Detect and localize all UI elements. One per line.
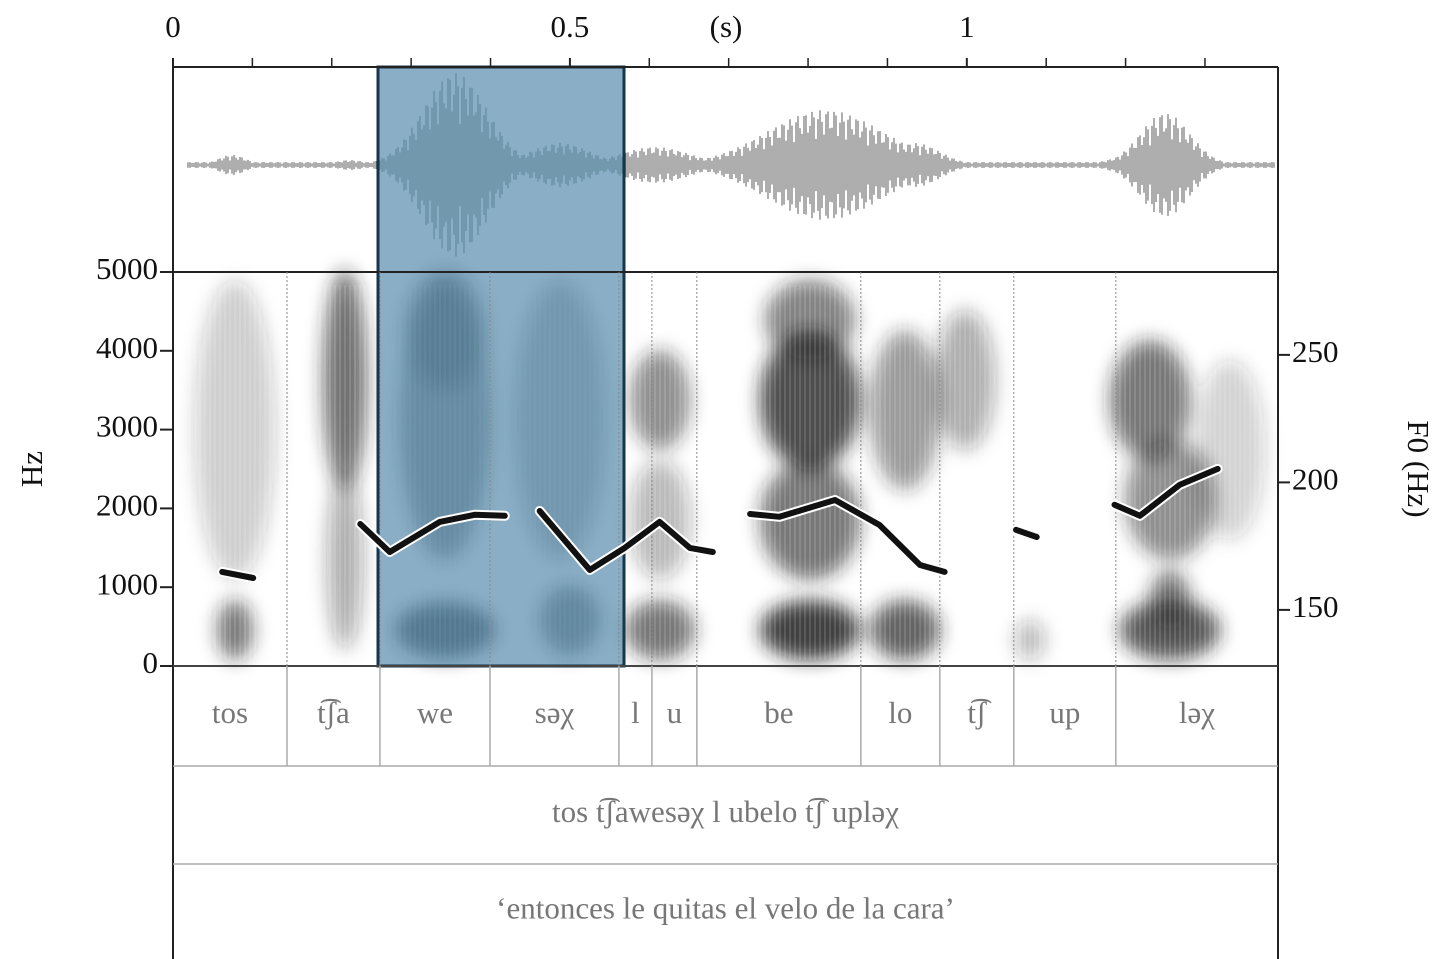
tier-label: t͡ʃ <box>967 695 991 730</box>
y-tick-label: 1000 <box>96 566 158 601</box>
spectrogram-energy <box>327 470 363 650</box>
spectrogram-energy <box>870 330 940 490</box>
spectrogram-energy <box>760 330 860 470</box>
x-tick-label: 0.5 <box>551 9 590 44</box>
spectrogram-energy <box>760 600 860 660</box>
spectrogram-energy <box>1150 570 1190 630</box>
spectrogram-energy <box>1110 340 1190 460</box>
y-tick-label: 5000 <box>96 251 158 286</box>
y2-axis-label: F0 (Hz) <box>1401 420 1436 517</box>
spectrogram-energy <box>760 460 860 580</box>
y-tick-label: 0 <box>143 645 159 680</box>
spectrogram-energy <box>1125 440 1215 560</box>
y-tick-label: 3000 <box>96 409 158 444</box>
y-tick-label: 4000 <box>96 330 158 365</box>
tier-label: səχ <box>535 695 575 730</box>
tier-label: tos <box>212 695 248 730</box>
spectrogram-energy <box>630 350 690 450</box>
f0-contour <box>219 465 1221 581</box>
spectrogram-energy <box>1195 360 1265 540</box>
spectrogram-energy <box>217 600 253 660</box>
spectrogram-energy <box>1015 620 1045 660</box>
spectrogram-energy <box>870 600 940 660</box>
x-tick-label: 1 <box>959 9 975 44</box>
spectrogram-energy <box>323 270 367 490</box>
y-axis-label: Hz <box>14 451 49 487</box>
tier-label: up <box>1049 695 1080 730</box>
waveform-trace <box>187 73 1275 257</box>
tier-label: tos t͡ʃawesəχ l ubelo t͡ʃ upləχ <box>552 794 899 829</box>
tier-label: t͡ʃa <box>317 695 350 730</box>
selection-highlight <box>376 65 626 668</box>
spectrogram <box>189 270 1271 660</box>
spectrogram-energy <box>625 600 695 660</box>
tier-label: we <box>417 695 453 730</box>
tier-label: ‘entonces le quitas el velo de la cara’ <box>496 891 955 926</box>
y2-tick-label: 150 <box>1292 589 1339 624</box>
y-tick-label: 2000 <box>96 488 158 523</box>
x-tick-label: 0 <box>165 9 181 44</box>
spectrogram-energy <box>935 310 995 450</box>
tier-label: lo <box>888 695 912 730</box>
y2-tick-label: 200 <box>1292 461 1339 496</box>
waveform <box>187 73 1275 257</box>
tier-label: l <box>631 695 640 730</box>
y2-tick-label: 250 <box>1292 334 1339 369</box>
spectrogram-energy <box>195 280 275 580</box>
tier-label: ləχ <box>1179 695 1215 730</box>
spectrogram-energy <box>765 280 855 360</box>
tier-label: be <box>764 695 793 730</box>
x-axis-label: (s) <box>710 9 743 44</box>
tier-label: u <box>667 695 683 730</box>
